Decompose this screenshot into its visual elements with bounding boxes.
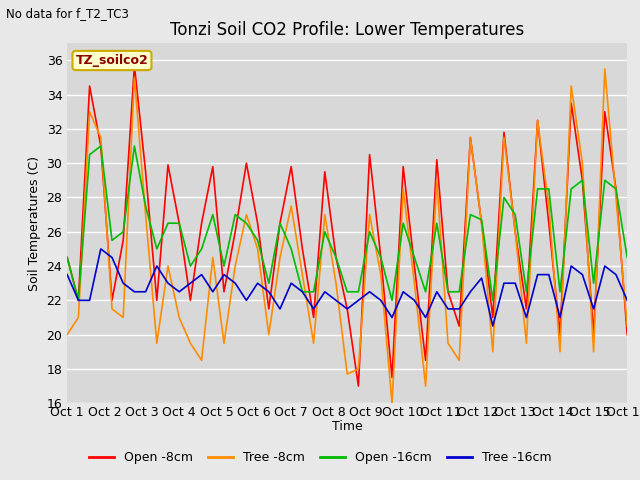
Tree -8cm (243, 212, 250, 217)
Open -8cm (355, 383, 362, 389)
Open -8cm (456, 323, 463, 329)
Open -16cm (254, 238, 262, 243)
Tree -8cm (187, 340, 195, 346)
Tree -8cm (601, 66, 609, 72)
Open -8cm (623, 332, 631, 337)
Tree -16cm (489, 323, 497, 329)
Line: Tree -16cm: Tree -16cm (67, 249, 627, 326)
Open -8cm (489, 314, 497, 320)
Open -16cm (489, 298, 497, 303)
Tree -8cm (444, 340, 452, 346)
Legend: Open -8cm, Tree -8cm, Open -16cm, Tree -16cm: Open -8cm, Tree -8cm, Open -16cm, Tree -… (84, 446, 556, 469)
Tree -8cm (623, 323, 631, 329)
Tree -16cm (477, 275, 486, 281)
Open -8cm (131, 62, 138, 68)
Line: Open -16cm: Open -16cm (67, 146, 627, 300)
Text: No data for f_T2_TC3: No data for f_T2_TC3 (6, 7, 129, 20)
Open -16cm (97, 143, 105, 149)
Open -8cm (254, 220, 262, 226)
Open -8cm (243, 160, 250, 166)
Text: TZ_soilco2: TZ_soilco2 (76, 54, 148, 67)
Open -8cm (63, 254, 71, 260)
Tree -16cm (63, 272, 71, 277)
Line: Tree -8cm: Tree -8cm (67, 69, 627, 403)
Tree -16cm (97, 246, 105, 252)
Open -16cm (623, 254, 631, 260)
Line: Open -8cm: Open -8cm (67, 65, 627, 386)
Open -16cm (209, 212, 216, 217)
Tree -16cm (623, 298, 631, 303)
Tree -16cm (444, 306, 452, 312)
Tree -8cm (63, 332, 71, 337)
X-axis label: Time: Time (332, 420, 363, 433)
Open -16cm (612, 186, 620, 192)
Tree -16cm (198, 272, 205, 277)
Y-axis label: Soil Temperatures (C): Soil Temperatures (C) (28, 156, 41, 291)
Tree -16cm (612, 272, 620, 277)
Open -8cm (612, 186, 620, 192)
Tree -8cm (232, 263, 239, 269)
Tree -8cm (612, 194, 620, 200)
Open -16cm (456, 289, 463, 295)
Open -16cm (63, 254, 71, 260)
Tree -8cm (388, 400, 396, 406)
Tree -8cm (477, 220, 486, 226)
Open -16cm (74, 298, 82, 303)
Open -16cm (265, 280, 273, 286)
Tree -16cm (254, 280, 262, 286)
Open -8cm (198, 220, 205, 226)
Title: Tonzi Soil CO2 Profile: Lower Temperatures: Tonzi Soil CO2 Profile: Lower Temperatur… (170, 21, 524, 39)
Tree -16cm (243, 298, 250, 303)
